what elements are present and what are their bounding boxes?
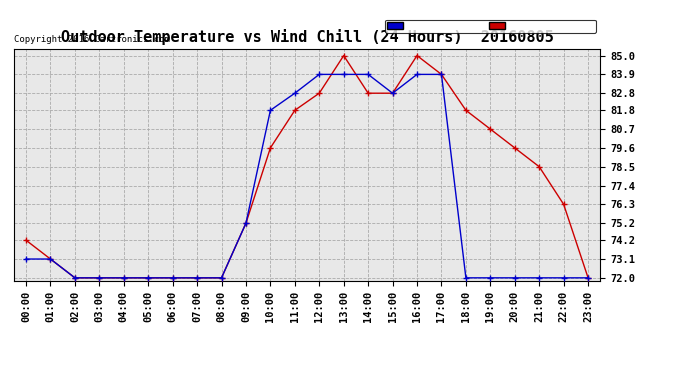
Legend: Wind Chill (°F), Temperature (°F): Wind Chill (°F), Temperature (°F) [385,20,595,33]
Title: Outdoor Temperature vs Wind Chill (24 Hours)  20160805: Outdoor Temperature vs Wind Chill (24 Ho… [61,29,553,45]
Text: Copyright 2016 Cartronics.com: Copyright 2016 Cartronics.com [14,35,170,44]
